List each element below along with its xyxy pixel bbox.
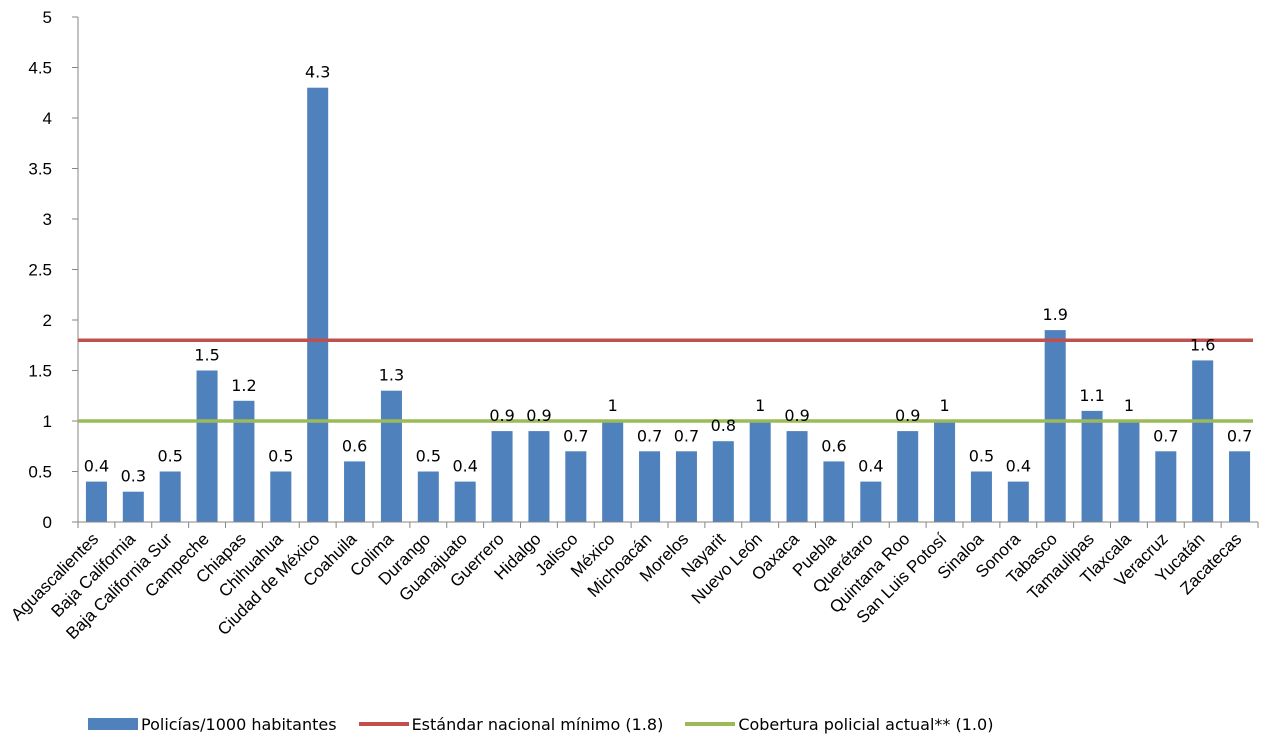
data-label: 1.1 xyxy=(1079,386,1104,405)
y-tick-label: 1.5 xyxy=(28,362,52,381)
bar xyxy=(749,421,771,522)
bar xyxy=(675,451,697,522)
data-label: 1.6 xyxy=(1190,335,1215,354)
data-label: 0.7 xyxy=(1153,426,1178,445)
legend-swatch-estandar xyxy=(358,722,409,726)
data-label: 0.9 xyxy=(526,406,551,425)
bar xyxy=(1044,330,1066,522)
data-label: 4.3 xyxy=(305,63,330,82)
bar xyxy=(1118,421,1140,522)
bar xyxy=(970,471,992,522)
data-label: 0.9 xyxy=(489,406,514,425)
legend-item-policias: Policías/1000 habitantes xyxy=(88,715,337,734)
data-label: 0.7 xyxy=(1227,426,1252,445)
bar xyxy=(934,421,956,522)
bar xyxy=(602,421,624,522)
legend-item-cobertura: Cobertura policial actual** (1.0) xyxy=(685,715,993,734)
y-tick-label: 2.5 xyxy=(28,261,52,280)
bar xyxy=(1229,451,1251,522)
data-label: 1 xyxy=(755,396,765,415)
data-label: 0.5 xyxy=(157,447,182,466)
data-label: 1 xyxy=(1124,396,1134,415)
bar xyxy=(159,471,181,522)
data-label: 0.3 xyxy=(121,467,146,486)
bar xyxy=(1192,360,1214,522)
data-labels: 0.4 0.3 0.5 1.5 1.2 0.5 4.3 0.6 1.3 0.5 0.4 0.9 0.9 0… xyxy=(84,63,1253,486)
y-tick-label: 5 xyxy=(43,8,52,27)
bar xyxy=(860,481,882,522)
y-tick-label: 0.5 xyxy=(28,463,52,482)
data-label: 0.8 xyxy=(711,416,736,435)
bar xyxy=(528,431,550,522)
data-label: 0.7 xyxy=(637,426,662,445)
data-label: 0.7 xyxy=(563,426,588,445)
reference-lines xyxy=(78,338,1253,423)
bar xyxy=(565,451,587,522)
data-label: 0.9 xyxy=(784,406,809,425)
y-tick-label: 0 xyxy=(43,513,52,532)
bars xyxy=(85,87,1251,522)
data-label: 1.9 xyxy=(1042,305,1067,324)
data-label: 1 xyxy=(608,396,618,415)
y-tick-label: 4 xyxy=(43,109,52,128)
data-label: 0.5 xyxy=(268,447,293,466)
bar xyxy=(639,451,661,522)
bar xyxy=(307,87,329,522)
legend-swatch-policias xyxy=(88,718,138,730)
legend-label-estandar: Estándar nacional mínimo (1.8) xyxy=(411,714,664,734)
data-label: 1.3 xyxy=(379,366,404,385)
y-tick-label: 3 xyxy=(43,210,52,229)
data-label: 0.6 xyxy=(342,436,367,455)
bar xyxy=(897,431,919,522)
bar xyxy=(344,461,366,522)
data-label: 0.5 xyxy=(416,447,441,466)
bar xyxy=(122,491,144,522)
bar xyxy=(1081,410,1103,522)
legend-item-estandar: Estándar nacional mínimo (1.8) xyxy=(358,714,664,734)
legend-swatch-cobertura xyxy=(685,722,736,726)
data-label: 0.4 xyxy=(858,457,883,476)
data-label: 0.5 xyxy=(969,447,994,466)
bar xyxy=(786,431,808,522)
bar xyxy=(1155,451,1177,522)
legend-label-cobertura: Cobertura policial actual** (1.0) xyxy=(738,714,994,734)
data-label: 0.4 xyxy=(452,457,477,476)
bar-chart: 0 0.5 1 1.5 2 2.5 3 3.5 4 4.5 5 0.4 0.3 0.5 1.5 1.2 0.5… xyxy=(7,8,1259,643)
data-label: 0.4 xyxy=(1006,457,1031,476)
data-label: 0.6 xyxy=(821,436,846,455)
bar xyxy=(823,461,845,522)
y-tick-label: 2 xyxy=(43,311,52,330)
y-tick-label: 4.5 xyxy=(28,59,52,78)
bar xyxy=(712,441,734,522)
bar xyxy=(196,370,218,522)
bar xyxy=(454,481,476,522)
bar xyxy=(380,390,402,522)
y-tick-label: 1 xyxy=(43,412,52,431)
data-label: 1.2 xyxy=(231,376,256,395)
bar xyxy=(85,481,107,522)
legend-label-policias: Policías/1000 habitantes xyxy=(141,714,337,734)
y-tick-label: 3.5 xyxy=(28,160,52,179)
data-label: 1 xyxy=(939,396,949,415)
legend: Policías/1000 habitantes Estándar nacion… xyxy=(88,712,1015,736)
data-label: 0.4 xyxy=(84,457,109,476)
bar xyxy=(491,431,513,522)
y-axis: 0 0.5 1 1.5 2 2.5 3 3.5 4 4.5 5 xyxy=(28,8,79,532)
bar xyxy=(270,471,292,522)
data-label: 0.9 xyxy=(895,406,920,425)
data-label: 1.5 xyxy=(194,346,219,365)
bar xyxy=(417,471,439,522)
bar xyxy=(233,400,255,522)
data-label: 0.7 xyxy=(674,426,699,445)
bar xyxy=(1007,481,1029,522)
